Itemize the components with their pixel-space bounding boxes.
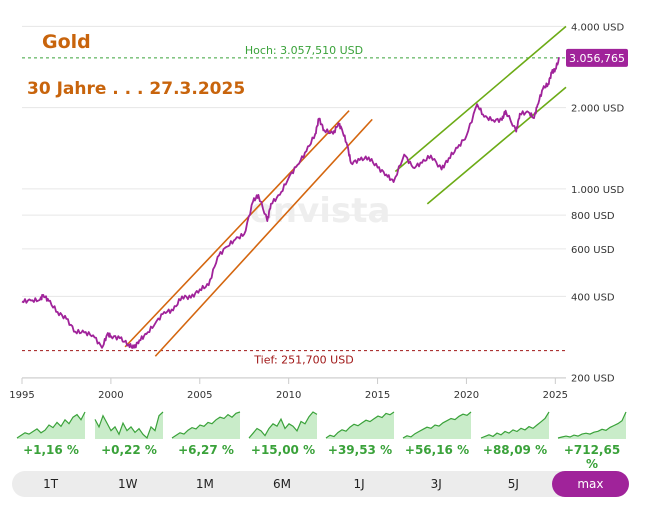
gold-price-chart: onvista Gold 30 Jahre . . . 27.3.2025 Ho…	[9, 22, 628, 401]
trend-channel-line	[394, 25, 567, 173]
mini-sparkline	[402, 411, 472, 439]
mini-pct-label: +39,53 %	[327, 443, 393, 457]
grid-lines	[22, 25, 566, 379]
x-tick-label: 2015	[365, 390, 390, 401]
mini-line	[402, 411, 472, 439]
tab-1m[interactable]: 1M	[195, 477, 214, 491]
y-tick-label: 400 USD	[571, 292, 615, 303]
mini-line	[480, 411, 550, 439]
mini-area	[326, 412, 394, 439]
watermark: onvista	[250, 191, 391, 231]
mini-chart-3[interactable]: +6,27 %	[171, 405, 241, 461]
x-tick-label: 2025	[543, 390, 568, 401]
mini-line	[248, 411, 318, 439]
high-label: Hoch: 3.057,510 USD	[245, 44, 363, 57]
mini-chart-8[interactable]: +712,65 %	[557, 405, 627, 471]
mini-line	[16, 411, 86, 439]
mini-area	[249, 412, 317, 439]
y-tick-label: 4.000 USD	[571, 22, 624, 33]
low-label: Tief: 251,700 USD	[253, 354, 353, 367]
mini-pct-label: +88,09 %	[482, 443, 548, 457]
mini-area	[481, 412, 549, 439]
x-tick-label: 2020	[454, 390, 479, 401]
mini-sparkline	[171, 411, 241, 439]
mini-pct-label: +6,27 %	[178, 443, 234, 457]
mini-chart-5[interactable]: +39,53 %	[325, 405, 395, 461]
timeframe-tabs: 1T 1W 1M 6M 1J 3J 5J max	[12, 471, 629, 497]
mini-pct-label: +15,00 %	[250, 443, 316, 457]
trend-channel-line	[426, 86, 567, 205]
x-tick-label: 1995	[9, 390, 34, 401]
mini-pct-label: +0,22 %	[101, 443, 157, 457]
y-tick-label: 600 USD	[571, 245, 615, 256]
mini-pct-label: +1,16 %	[23, 443, 79, 457]
mini-chart-4[interactable]: +15,00 %	[248, 405, 318, 461]
y-tick-label: 1.000 USD	[571, 185, 624, 196]
mini-line	[171, 411, 241, 439]
axes: 200 USD 400 USD 600 USD 800 USD 1.000 USD 2.0…	[9, 22, 624, 401]
x-tick-label: 2005	[187, 390, 212, 401]
price-line	[21, 57, 560, 349]
tab-6m[interactable]: 6M	[272, 477, 291, 491]
x-tick-label: 2000	[98, 390, 123, 401]
last-price-box	[566, 48, 628, 67]
y-tick-label: 2.000 USD	[571, 104, 624, 115]
tab-1w[interactable]: 1W	[117, 477, 138, 491]
chart-subtitle: 30 Jahre . . . 27.3.2025	[27, 79, 245, 99]
mini-area	[558, 412, 626, 439]
mini-area	[403, 412, 471, 439]
mini-sparkline	[94, 411, 164, 440]
trend-channels	[124, 25, 567, 357]
mini-sparkline	[325, 411, 395, 439]
mini-pct-label: +712,65 %	[563, 443, 621, 471]
last-price-label: 3.056,765	[569, 52, 625, 65]
mini-sparkline	[480, 411, 550, 439]
mini-sparkline	[248, 411, 318, 439]
trend-channel-line	[154, 118, 373, 357]
mini-line	[94, 411, 164, 440]
mini-area	[17, 412, 85, 439]
last-price-badge: 3.056,765	[566, 48, 628, 67]
mini-area	[95, 412, 163, 439]
mini-sparkline	[557, 411, 627, 439]
tab-3j[interactable]: 3J	[430, 477, 442, 491]
mini-chart-2[interactable]: +0,22 %	[94, 405, 164, 461]
tab-max[interactable]: max	[551, 471, 629, 497]
y-tick-label: 800 USD	[571, 211, 615, 222]
mini-line	[557, 411, 627, 439]
y-tick-label: 200 USD	[571, 374, 615, 385]
tab-1t[interactable]: 1T	[43, 477, 59, 491]
mini-chart-1[interactable]: +1,16 %	[16, 405, 86, 461]
price-series	[21, 57, 560, 349]
mini-chart-7[interactable]: +88,09 %	[480, 405, 550, 461]
trend-channel-line	[124, 110, 350, 348]
mini-sparkline	[16, 411, 86, 439]
mini-line	[325, 411, 395, 439]
period-performance-row: +1,16 % +0,22 % +6,27 % +15,00 % +39,53 % +56…	[0, 405, 649, 471]
mini-pct-label: +56,16 %	[404, 443, 470, 457]
tab-5j[interactable]: 5J	[507, 477, 519, 491]
reference-lines: Hoch: 3.057,510 USD Tief: 251,700 USD	[22, 44, 566, 367]
chart-title: Gold	[42, 31, 91, 53]
tab-1j[interactable]: 1J	[353, 477, 365, 491]
x-tick-label: 2010	[276, 390, 301, 401]
mini-chart-6[interactable]: +56,16 %	[402, 405, 472, 461]
